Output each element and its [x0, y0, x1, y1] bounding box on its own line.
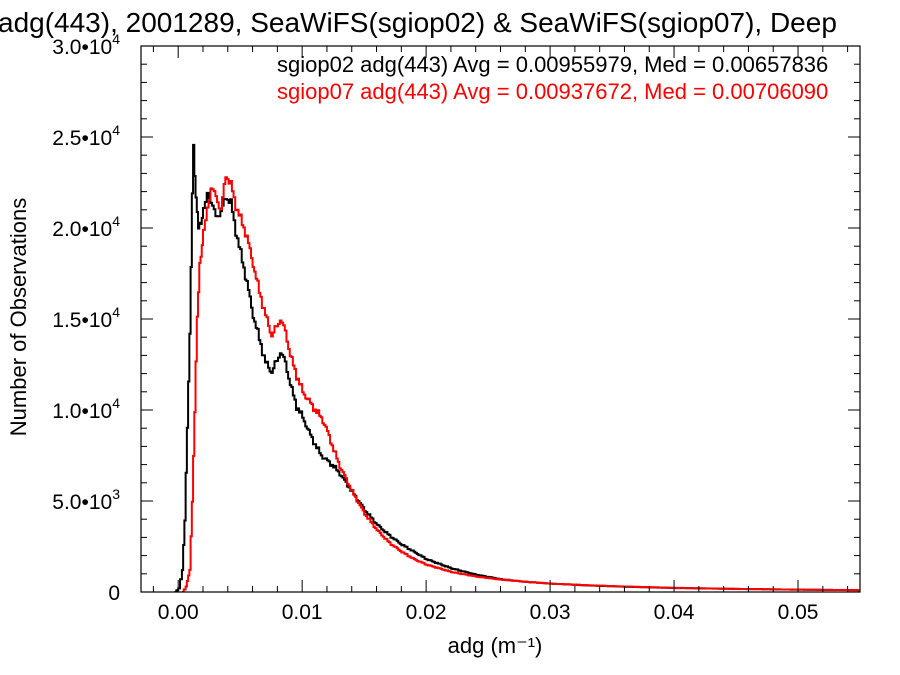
- y-tick-label: 5.0•103: [52, 486, 120, 514]
- y-tick-label: 3.0•104: [52, 31, 120, 59]
- x-tick-label: 0.02: [406, 601, 447, 624]
- y-tick-label: 0: [108, 582, 120, 605]
- y-tick-label: 1.5•104: [52, 304, 120, 332]
- x-tick-label: 0.01: [282, 601, 323, 624]
- y-tick-label: 1.0•104: [52, 395, 120, 423]
- x-tick-label: 0.03: [530, 601, 571, 624]
- x-axis-ticks: 0.00 0.01 0.02 0.03 0.04 0.05: [152, 46, 849, 624]
- legend-entry-sgiop07: sgiop07 adg(443) Avg = 0.00937672, Med =…: [277, 79, 828, 104]
- y-tick-label: 2.5•104: [52, 122, 120, 150]
- legend-entry-sgiop02: sgiop02 adg(443) Avg = 0.00955979, Med =…: [277, 52, 828, 77]
- y-axis-label: Number of Observations: [6, 198, 31, 436]
- y-axis-ticks: 0 5.0•103 1.0•104 1.5•104 2.0•104 2.5•104 3.0•…: [52, 31, 860, 605]
- x-axis-label: adg (m⁻¹): [448, 633, 543, 658]
- chart-title: adg(443), 2001289, SeaWiFS(sgiop02) & Se…: [0, 7, 837, 38]
- axes: [140, 45, 861, 593]
- series-sgiop02-line: [174, 143, 860, 592]
- x-tick-label: 0.05: [778, 601, 819, 624]
- x-tick-label: 0.00: [158, 601, 199, 624]
- series-sgiop07-line: [181, 176, 860, 592]
- x-tick-label: 0.04: [654, 601, 695, 624]
- y-tick-label: 2.0•104: [52, 213, 120, 241]
- plot-frame: [140, 45, 861, 593]
- plot-content: [174, 143, 860, 592]
